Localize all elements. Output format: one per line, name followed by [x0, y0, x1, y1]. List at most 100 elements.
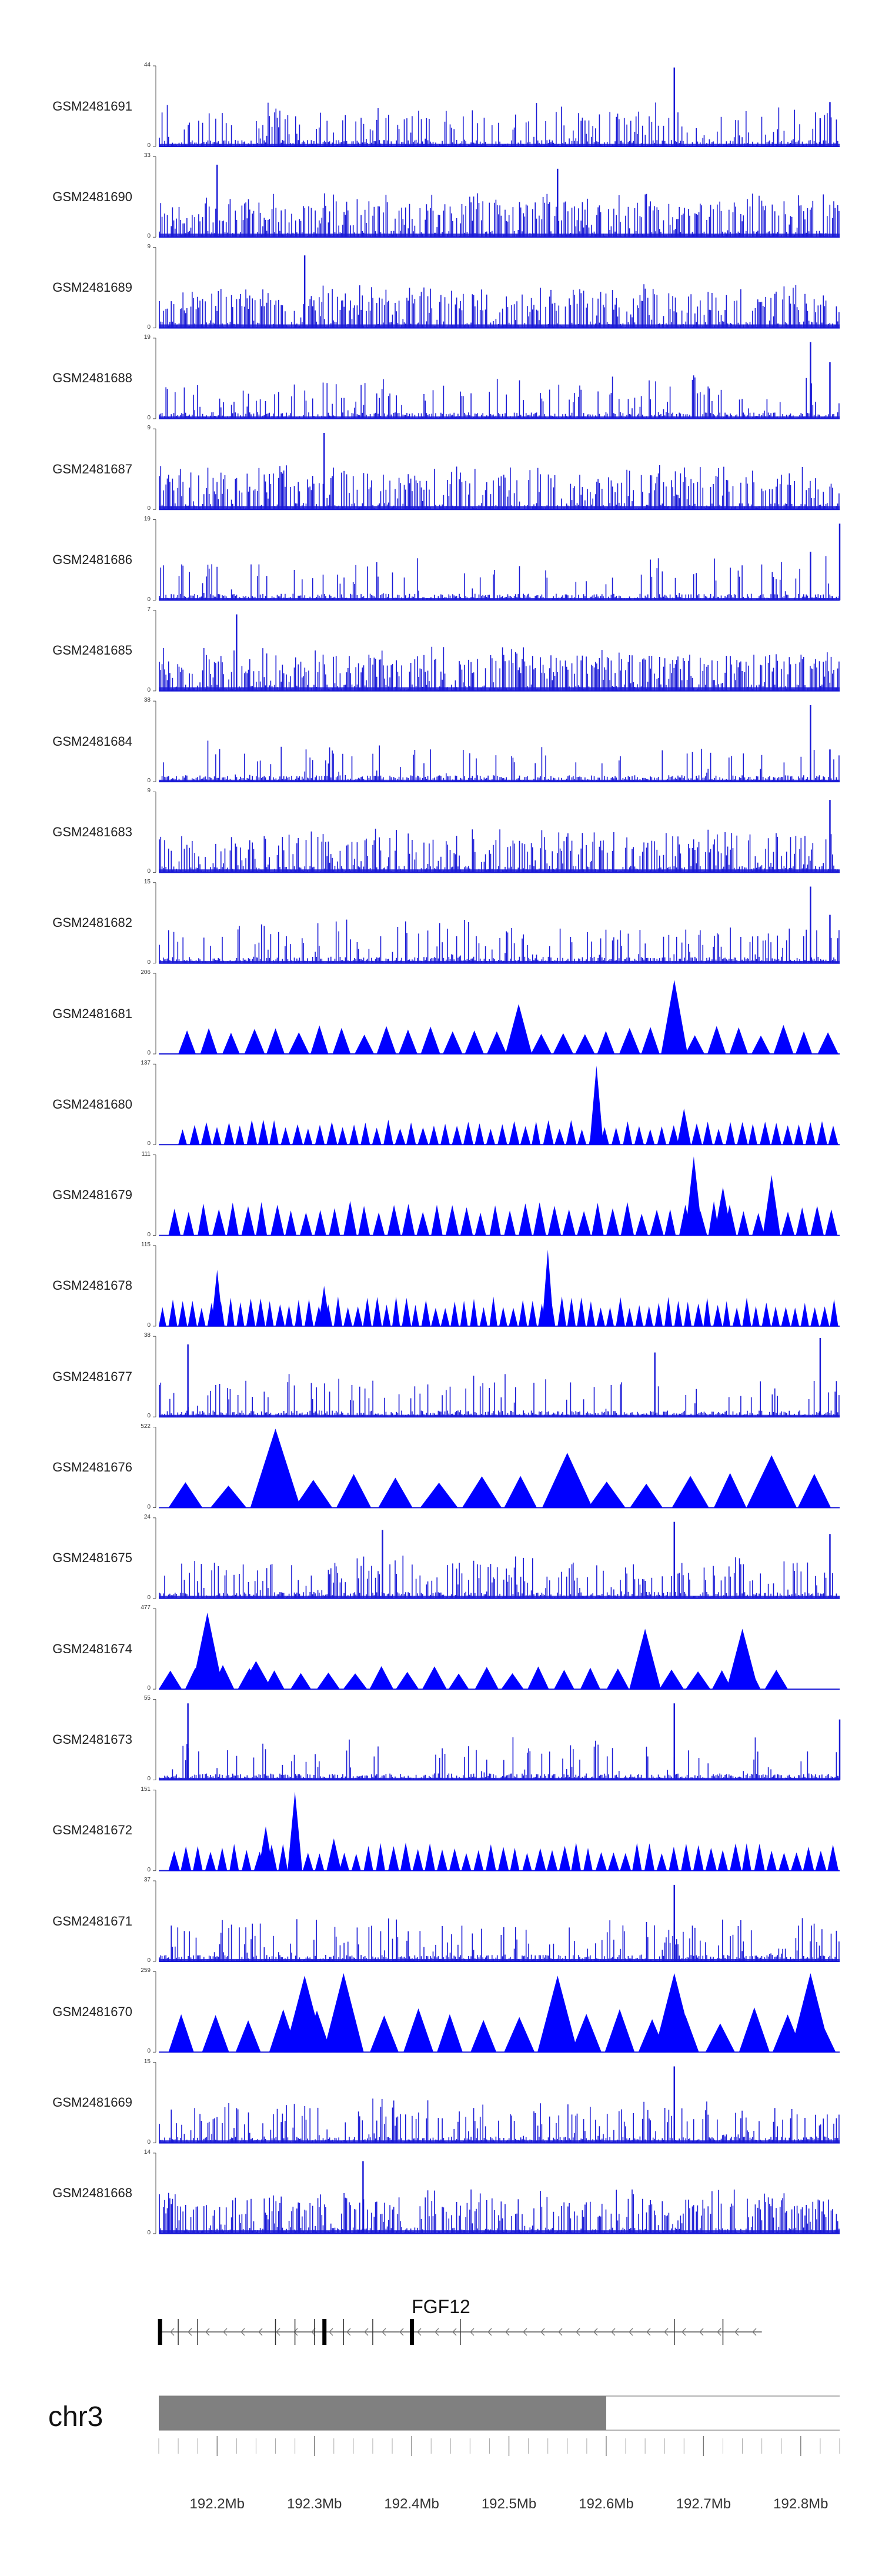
signal-bars — [159, 375, 840, 419]
signal-floor — [159, 1596, 840, 1599]
track-GSM2481681 — [153, 973, 840, 1055]
signal-triangle — [431, 1307, 440, 1326]
signal-triangle — [440, 1123, 450, 1145]
signal-triangle — [773, 1025, 794, 1054]
signal-triangle — [210, 1486, 247, 1508]
signal-triangle — [266, 1301, 274, 1326]
signal-triangle — [703, 1297, 711, 1326]
signal-triangle — [460, 1300, 468, 1326]
signal-peak — [726, 1629, 759, 1690]
signal-triangle — [764, 1670, 788, 1690]
signal-triangle — [406, 1122, 416, 1145]
track-GSM2481670 — [153, 1971, 840, 2053]
y-axis-max-label: 7 — [147, 606, 151, 613]
y-axis-min-label: 0 — [147, 778, 151, 785]
y-axis-min-label: 0 — [147, 2138, 151, 2145]
signal-triangle — [420, 1483, 458, 1508]
signal-triangle — [302, 1853, 313, 1871]
track-GSM2481690 — [153, 156, 840, 238]
signal-triangle — [554, 1129, 565, 1145]
y-axis-max-label: 55 — [143, 1695, 151, 1702]
signal-triangle — [431, 1204, 443, 1236]
signal-triangle — [612, 1127, 621, 1145]
strand-arrow — [593, 2328, 598, 2336]
signal-triangle — [188, 1300, 197, 1326]
y-axis-min-label: 0 — [147, 1503, 151, 1510]
signal-triangle — [355, 1035, 375, 1054]
signal-bars — [159, 1374, 840, 1417]
signal-bars — [159, 193, 840, 238]
signal-triangle — [159, 1307, 166, 1326]
signal-floor — [159, 506, 840, 510]
signal-triangle — [475, 1123, 485, 1145]
signal-triangle — [387, 1204, 401, 1236]
signal-triangle — [425, 1843, 435, 1871]
signal-triangle — [363, 1846, 373, 1871]
strand-arrow — [258, 2328, 263, 2336]
y-axis-max-label: 15 — [143, 878, 151, 885]
signal-triangle — [557, 1296, 566, 1326]
signal-triangle — [739, 2007, 770, 2053]
signal-triangle — [830, 1299, 838, 1326]
signal-triangle — [370, 2016, 399, 2053]
signal-triangle — [616, 1297, 625, 1326]
strand-arrow — [223, 2328, 228, 2336]
signal-triangle — [760, 1122, 771, 1145]
signal-triangle — [198, 1203, 209, 1236]
track-GSM2481673 — [153, 1699, 841, 1781]
signal-triangle — [586, 1301, 595, 1326]
signal-triangle — [400, 1843, 412, 1871]
track-label: GSM2481675 — [52, 1550, 132, 1566]
signal-triangle — [403, 2008, 434, 2053]
signal-peak — [542, 1453, 593, 1508]
signal-triangle — [595, 1852, 607, 1871]
signal-triangle — [669, 1125, 679, 1145]
track-GSM2481679 — [153, 1154, 840, 1236]
signal-triangle — [353, 1306, 363, 1326]
signal-triangle — [372, 1127, 382, 1145]
signal-triangle — [437, 2014, 463, 2053]
strand-arrow — [276, 2328, 280, 2336]
signal-floor — [159, 233, 840, 238]
signal-triangle — [723, 1301, 730, 1326]
track-label: GSM2481680 — [52, 1096, 132, 1112]
signal-triangle — [332, 1027, 351, 1054]
signal-bars — [159, 2098, 840, 2143]
signal-triangle — [817, 1032, 838, 1054]
signal-triangle — [742, 1297, 751, 1326]
track-label: GSM2481677 — [52, 1369, 132, 1384]
signal-triangle — [416, 1212, 430, 1236]
strand-arrow — [329, 2328, 333, 2336]
signal-floor — [159, 1414, 840, 1417]
signal-triangle — [226, 1202, 239, 1236]
signal-triangle — [446, 1205, 459, 1236]
signal-triangle — [489, 1205, 501, 1236]
signal-floor — [159, 2230, 840, 2234]
signal-triangle — [703, 1122, 713, 1145]
signal-triangle — [656, 1853, 667, 1871]
signal-triangle — [650, 1209, 664, 1236]
track-GSM2481688 — [153, 338, 840, 419]
signal-triangle — [217, 1847, 228, 1871]
signal-peak — [537, 1976, 578, 2053]
signal-triangle — [606, 1208, 619, 1236]
signal-triangle — [412, 1304, 419, 1326]
y-axis-min-label: 0 — [147, 868, 151, 875]
signal-triangle — [437, 1849, 447, 1871]
signal-triangle — [429, 1125, 439, 1145]
signal-triangle — [343, 1673, 368, 1690]
signal-bars — [159, 556, 840, 600]
signal-triangle — [343, 1200, 357, 1236]
signal-triangle — [280, 1127, 290, 1145]
signal-triangle — [470, 2020, 497, 2053]
signal-triangle — [198, 1307, 206, 1326]
y-axis-max-label: 9 — [147, 788, 151, 795]
y-axis-max-label: 9 — [147, 425, 151, 432]
strand-arrow — [470, 2328, 475, 2336]
signal-peak — [654, 1973, 694, 2053]
signal-triangle — [669, 1846, 679, 1871]
signal-triangle — [501, 1673, 524, 1690]
signal-triangle — [212, 1209, 226, 1236]
signal-triangle — [810, 1307, 820, 1326]
signal-triangle — [664, 1209, 676, 1236]
